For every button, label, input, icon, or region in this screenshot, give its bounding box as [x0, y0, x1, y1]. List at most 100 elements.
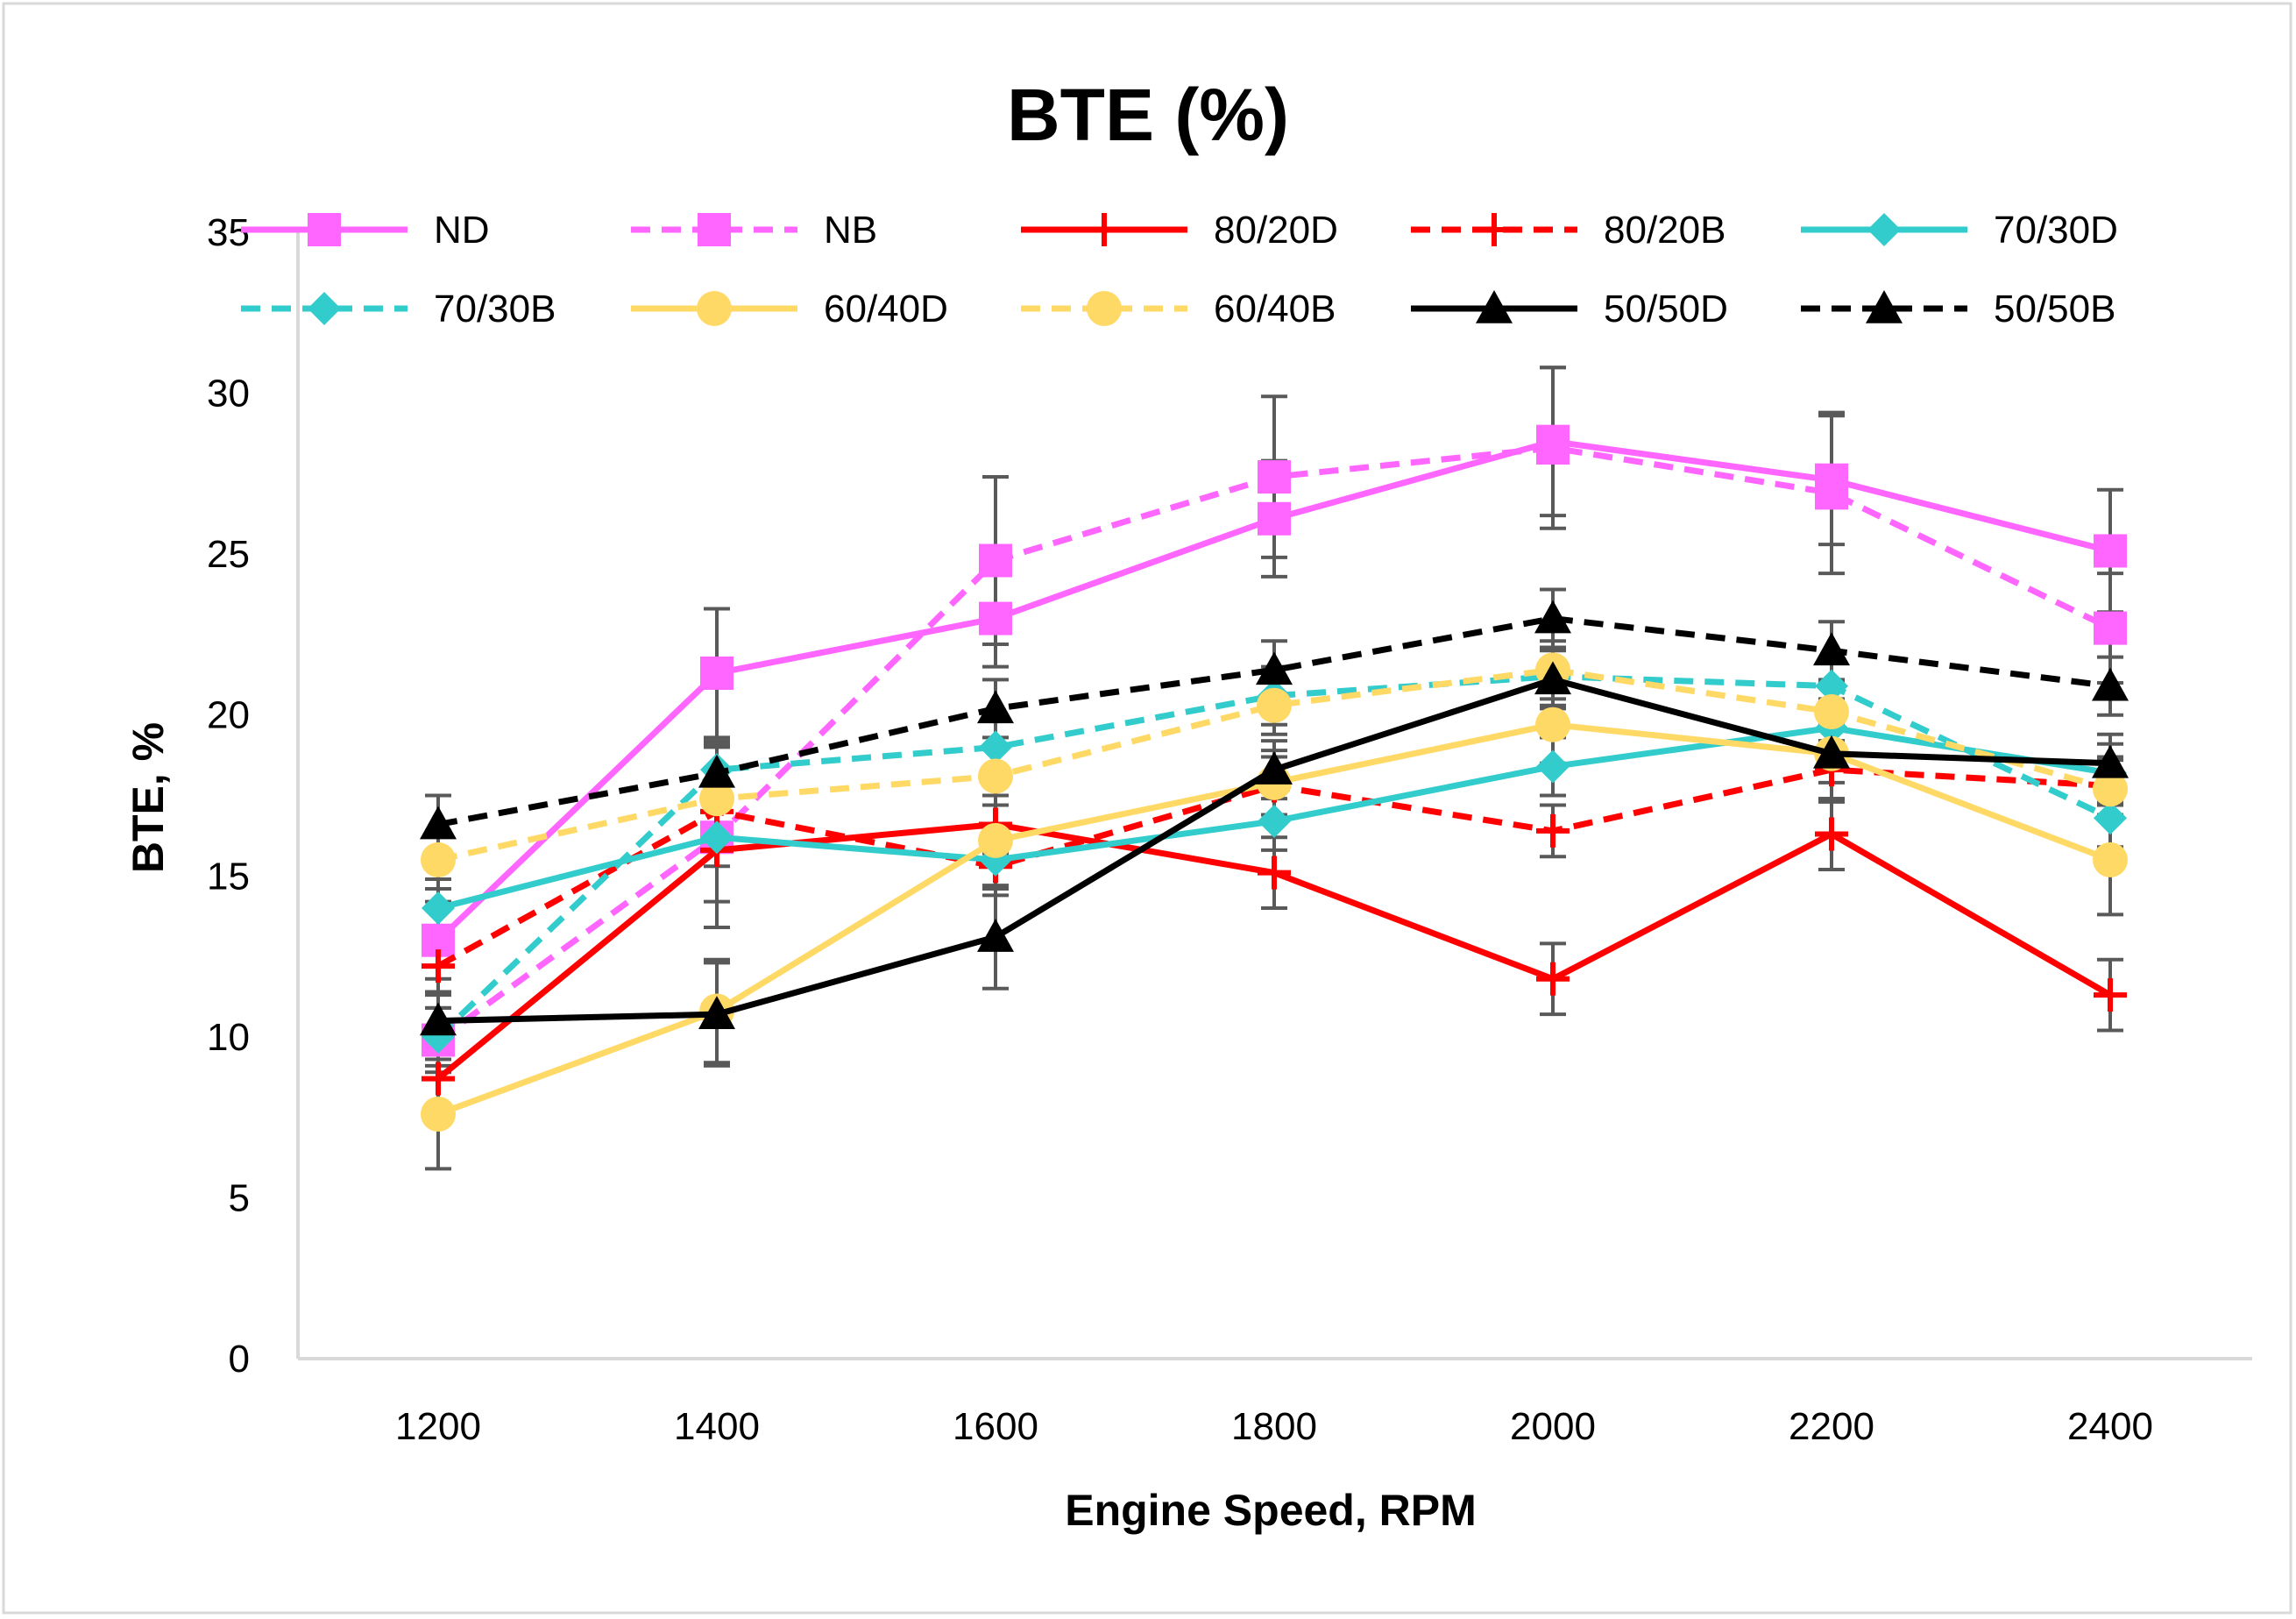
legend-marker-70-30d [1867, 213, 1901, 246]
legend-marker-50-50b [1866, 290, 1903, 323]
x-axis-title: Engine Speed, RPM [1065, 1486, 1477, 1535]
data-point-50-50d [977, 919, 1014, 952]
series-layer [420, 424, 2129, 1132]
data-point-60-40d [1535, 707, 1570, 742]
chart-title: BTE (%) [1007, 74, 1289, 156]
legend-marker-80-20b [1478, 213, 1511, 246]
data-point-70-30b [1815, 669, 1848, 703]
data-point-nb [2094, 611, 2127, 645]
legend: ND NB 80/20D 80/20B 70/30D 70/30B 60/40D 60/40B… [241, 209, 2118, 330]
y-tick-label: 5 [229, 1176, 250, 1219]
data-point-60-40b [978, 758, 1013, 794]
legend-label-70-30d: 70/30D [1994, 209, 2118, 252]
data-point-70-30b [979, 730, 1012, 764]
legend-label-80-20d: 80/20D [1214, 209, 1338, 252]
x-tick-label: 1600 [953, 1405, 1038, 1448]
legend-label-60-40b: 60/40B [1214, 288, 1336, 330]
data-point-nb [1536, 430, 1570, 465]
data-point-60-40d [978, 822, 1013, 858]
data-point-60-40d [2093, 841, 2128, 877]
x-tick-label: 2400 [2067, 1405, 2153, 1448]
legend-label-nd: ND [434, 209, 490, 252]
x-tick-label: 1400 [674, 1405, 760, 1448]
legend-marker-80-20d [1088, 213, 1121, 246]
y-axis-title: BTE, % [124, 722, 173, 873]
data-point-80-20d [422, 1062, 455, 1096]
y-tick-label: 30 [207, 373, 250, 415]
data-point-80-20b [1536, 813, 1570, 848]
data-point-60-40b [1257, 687, 1292, 723]
data-point-50-50b [2092, 667, 2129, 701]
legend-marker-nd [308, 213, 341, 246]
legend-label-50-50d: 50/50D [1604, 288, 1728, 330]
legend-entry-70-30b: 70/30B [241, 288, 556, 330]
legend-entry-nd: ND [241, 209, 490, 252]
data-point-80-20d [1815, 817, 1848, 851]
data-point-nb [1815, 476, 1848, 510]
legend-entry-50-50d: 50/50D [1411, 288, 1728, 330]
data-point-60-40b [421, 841, 456, 877]
data-point-50-50b [977, 690, 1014, 724]
data-point-50-50d [420, 1002, 457, 1036]
legend-marker-70-30b [308, 292, 341, 325]
legend-marker-60-40b [1087, 291, 1122, 326]
data-point-50-50b [1256, 651, 1293, 685]
data-point-nd [2094, 534, 2127, 568]
data-point-80-20d [2094, 978, 2127, 1012]
y-tick-label: 15 [207, 855, 250, 898]
x-tick-label: 1200 [395, 1405, 481, 1448]
legend-label-nb: NB [824, 209, 877, 252]
data-point-nd [979, 601, 1012, 636]
legend-label-80-20b: 80/20B [1604, 209, 1726, 252]
series-60-40b [421, 652, 2128, 877]
legend-marker-50-50d [1476, 290, 1513, 323]
data-point-70-30b [2094, 801, 2127, 835]
legend-entry-50-50b: 50/50B [1801, 288, 2115, 330]
data-point-80-20d [1536, 962, 1570, 996]
legend-entry-nb: NB [631, 209, 877, 252]
legend-entry-80-20d: 80/20D [1021, 209, 1338, 252]
legend-label-60-40d: 60/40D [824, 288, 948, 330]
data-point-50-50b [420, 806, 457, 840]
data-point-70-30d [1258, 804, 1291, 838]
legend-entry-60-40d: 60/40D [631, 288, 948, 330]
data-point-nb [979, 543, 1012, 578]
y-tick-label: 0 [229, 1338, 250, 1381]
data-point-nd [700, 656, 733, 690]
y-tick-label: 25 [207, 533, 250, 576]
data-point-50-50d [2092, 744, 2129, 778]
data-point-50-50b [1813, 632, 1850, 666]
legend-label-70-30b: 70/30B [434, 288, 556, 330]
data-point-80-20d [1258, 856, 1291, 890]
x-tick-label: 2000 [1510, 1405, 1596, 1448]
data-point-50-50d [1534, 661, 1571, 695]
data-point-60-40b [2093, 771, 2128, 807]
data-point-70-30d [422, 891, 455, 925]
data-point-80-20b [422, 949, 455, 983]
data-point-60-40d [421, 1096, 456, 1132]
data-point-50-50d [1256, 751, 1293, 785]
data-point-nb [1258, 460, 1291, 494]
legend-entry-70-30d: 70/30D [1801, 209, 2118, 252]
data-point-60-40b [1814, 694, 1849, 730]
y-tick-label: 10 [207, 1016, 250, 1059]
data-point-50-50d [698, 996, 735, 1029]
data-point-60-40b [699, 781, 734, 817]
series-50-50b [420, 600, 2129, 840]
legend-entry-80-20b: 80/20B [1411, 209, 1726, 252]
legend-marker-nb [698, 213, 731, 246]
x-tick-label: 2200 [1789, 1405, 1874, 1448]
data-point-50-50b [698, 754, 735, 788]
x-tick-label: 1800 [1231, 1405, 1317, 1448]
legend-entry-60-40b: 60/40B [1021, 288, 1336, 330]
data-point-50-50d [1813, 735, 1850, 769]
y-tick-label: 20 [207, 694, 250, 737]
series-50-50d [420, 661, 2129, 1036]
data-point-50-50b [1534, 600, 1571, 634]
legend-label-50-50b: 50/50B [1994, 288, 2115, 330]
legend-marker-60-40d [697, 291, 732, 326]
data-point-70-30d [700, 820, 733, 855]
